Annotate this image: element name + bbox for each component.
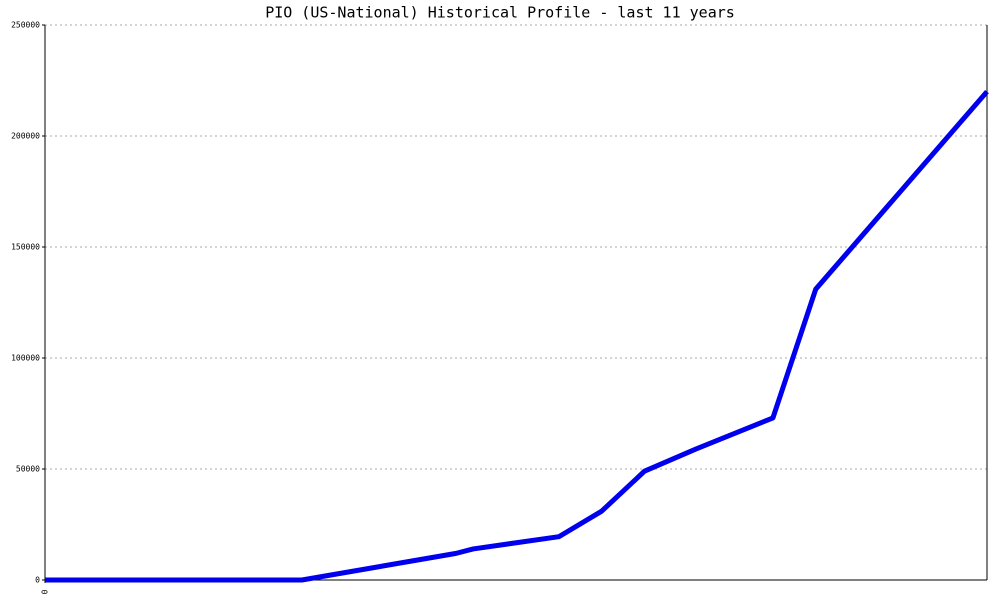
y-tick-label: 100000 xyxy=(11,354,40,363)
y-tick-label: 150000 xyxy=(11,243,40,252)
y-tick-label: 250000 xyxy=(11,21,40,30)
data-line xyxy=(45,89,989,583)
y-tick-label: 200000 xyxy=(11,132,40,141)
y-tick-label: 50000 xyxy=(16,465,40,474)
chart-title: PIO (US-National) Historical Profile - l… xyxy=(265,4,735,22)
x-tick-label: 0 xyxy=(41,589,50,594)
y-tick-label: 0 xyxy=(35,576,40,585)
